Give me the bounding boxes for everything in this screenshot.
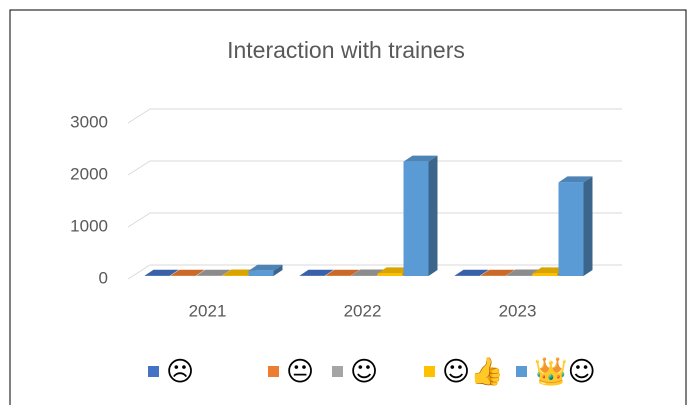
bar-top bbox=[558, 176, 593, 183]
y-tick-label: 3000 bbox=[70, 112, 108, 131]
legend-label: ☹ bbox=[166, 357, 194, 388]
bar-top bbox=[299, 269, 334, 276]
y-tick-label: 2000 bbox=[70, 164, 108, 183]
x-tick-label: 2023 bbox=[499, 301, 537, 320]
grid-line bbox=[127, 264, 151, 280]
bar bbox=[222, 275, 248, 276]
bar bbox=[506, 275, 532, 276]
bar-side bbox=[324, 269, 334, 276]
bar bbox=[377, 273, 403, 276]
bar-top bbox=[532, 267, 567, 274]
bar bbox=[248, 270, 274, 276]
bar-side bbox=[479, 269, 489, 276]
y-tick-label: 1000 bbox=[70, 216, 108, 235]
legend-swatch bbox=[516, 366, 527, 377]
legend-swatch bbox=[332, 366, 343, 377]
grid-line bbox=[127, 160, 151, 176]
bar bbox=[403, 161, 429, 276]
bar-top bbox=[480, 269, 515, 276]
bar-top bbox=[170, 269, 205, 276]
bar-top bbox=[454, 269, 489, 276]
bar bbox=[558, 182, 584, 276]
legend-swatch bbox=[268, 366, 279, 377]
bar-top bbox=[325, 269, 360, 276]
bar-side bbox=[169, 269, 179, 276]
bar-side bbox=[221, 269, 231, 276]
legend-swatch bbox=[424, 366, 435, 377]
bar-top bbox=[144, 269, 179, 276]
legend-swatch bbox=[148, 366, 159, 377]
bar-side bbox=[428, 155, 438, 276]
legend-label: 👑☺ bbox=[534, 357, 596, 388]
grid-line bbox=[127, 212, 151, 228]
bar-top bbox=[403, 155, 438, 162]
bar-side bbox=[583, 176, 593, 276]
bar-top bbox=[196, 269, 231, 276]
legend-label: ☺👍 bbox=[442, 356, 504, 388]
x-tick-label: 2022 bbox=[344, 301, 382, 320]
bar-side bbox=[505, 269, 515, 276]
bar bbox=[351, 275, 377, 276]
bar-top bbox=[351, 269, 386, 276]
bar-top bbox=[506, 269, 541, 276]
bar-top bbox=[222, 269, 257, 276]
x-tick-label: 2021 bbox=[189, 301, 227, 320]
grid-line bbox=[127, 108, 151, 124]
chart-title: Interaction with trainers bbox=[227, 37, 465, 63]
legend-label: ☺ bbox=[350, 357, 378, 388]
bar-top bbox=[377, 267, 412, 274]
legend-label: 😐 bbox=[286, 357, 314, 388]
bar-side bbox=[350, 269, 360, 276]
chart-border bbox=[9, 9, 687, 405]
bar-side bbox=[195, 269, 205, 276]
bar-top bbox=[248, 264, 283, 271]
bar-side bbox=[273, 264, 283, 276]
bar bbox=[532, 273, 558, 276]
y-tick-label: 0 bbox=[99, 268, 108, 287]
